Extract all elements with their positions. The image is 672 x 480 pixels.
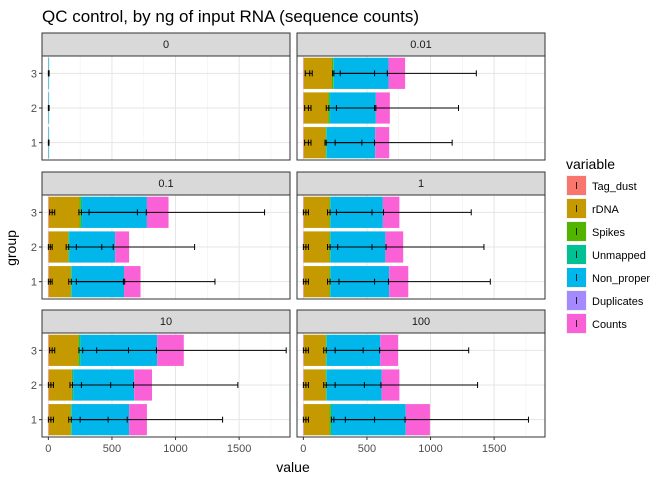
panel-100: 1000 500 1000 1500 — [296, 309, 546, 455]
legend-entry-counts: Counts — [566, 313, 627, 334]
chart-title: QC control, by ng of input RNA (sequence… — [42, 7, 419, 26]
y-tick-label: 1 — [31, 277, 37, 289]
panel-border — [296, 332, 546, 438]
error-bar — [96, 347, 287, 354]
x-tick-label: 1500 — [482, 443, 506, 455]
error-bar — [337, 244, 485, 250]
x-tick-label: 0 — [300, 443, 306, 455]
bar-segment-rdna — [48, 404, 71, 436]
bar-segment-rdna — [303, 127, 326, 159]
panel-10: 10 1 2 3 0 500 1000 1500 — [31, 309, 291, 455]
legend-label: Counts — [592, 319, 627, 331]
legend: variable Tag_dust rDNA Spikes Unmapped Non_p… — [566, 156, 650, 334]
y-tick-label: 2 — [31, 242, 37, 254]
bar-segment-tag_dust — [48, 334, 49, 366]
legend-label: Unmapped — [592, 250, 646, 262]
legend-title: variable — [566, 156, 615, 172]
legend-entry-unmapped: Unmapped — [566, 244, 646, 265]
error-bar — [338, 278, 491, 285]
error-bar — [302, 347, 309, 354]
error-bar — [49, 209, 56, 216]
error-bar — [302, 244, 309, 250]
bar-segment-rdna — [303, 369, 326, 401]
error-bar — [334, 347, 470, 354]
panel-strip-label: 0.01 — [410, 39, 431, 51]
bar-segment-tag_dust — [48, 196, 49, 228]
legend-entry-tag_dust: Tag_dust — [566, 175, 637, 196]
y-tick-label: 2 — [31, 103, 37, 115]
bar-segment-tag_dust — [303, 57, 304, 89]
x-tick-label: 500 — [358, 443, 376, 455]
legend-label: rDNA — [592, 204, 620, 216]
error-bar — [304, 70, 313, 77]
error-bar — [47, 139, 50, 146]
error-bar — [47, 416, 54, 423]
y-axis-title: group — [3, 230, 19, 266]
panel-strip-label: 100 — [412, 316, 430, 328]
legend-label: Spikes — [592, 227, 626, 239]
y-tick-label: 3 — [31, 207, 37, 219]
panel-0.01: 0.01 — [296, 32, 546, 161]
error-bar — [49, 347, 56, 354]
error-bar — [47, 105, 50, 111]
error-bar — [79, 416, 224, 423]
error-bar — [335, 105, 460, 111]
error-bar — [75, 278, 216, 285]
error-bar — [302, 382, 309, 388]
error-bar — [75, 244, 196, 250]
legend-entry-non_proper: Non_proper — [566, 267, 650, 288]
bar-segment-tag_dust — [303, 127, 304, 159]
bar-segment-rdna — [48, 231, 69, 263]
bar-segment-rdna — [303, 334, 326, 366]
error-bar — [302, 209, 309, 216]
legend-label: Duplicates — [592, 296, 644, 308]
error-bar — [47, 70, 50, 77]
panel-border — [296, 55, 546, 161]
legend-entry-rdna: rDNA — [566, 198, 620, 219]
panel-0.1: 0.1 1 2 3 — [31, 171, 291, 300]
error-bar — [302, 278, 309, 285]
y-tick-label: 3 — [31, 68, 37, 80]
panel-strip-label: 0 — [163, 39, 169, 51]
error-bar — [302, 416, 309, 423]
error-bar — [335, 209, 472, 216]
legend-label: Tag_dust — [592, 181, 637, 193]
panel-strip-label: 10 — [160, 316, 172, 328]
y-tick-label: 1 — [31, 138, 37, 150]
y-tick-label: 2 — [31, 380, 37, 392]
panel-border — [296, 194, 546, 300]
y-tick-label: 3 — [31, 345, 37, 357]
x-tick-label: 0 — [45, 443, 51, 455]
error-bar — [88, 209, 266, 216]
x-tick-label: 1000 — [163, 443, 187, 455]
panel-0: 0 1 2 3 — [31, 32, 291, 161]
panel-strip-label: 1 — [418, 178, 424, 190]
x-tick-label: 1000 — [418, 443, 442, 455]
error-bar — [339, 70, 477, 77]
panel-1: 1 — [296, 171, 546, 300]
x-tick-label: 500 — [103, 443, 121, 455]
panel-strip-label: 0.1 — [158, 178, 173, 190]
x-tick-label: 1500 — [227, 443, 251, 455]
bar-segment-rdna — [48, 266, 71, 298]
bar-segment-tag_dust — [303, 92, 304, 124]
error-bar — [47, 244, 53, 250]
legend-label: Non_proper — [592, 273, 650, 285]
error-bar — [80, 382, 239, 388]
bar-segment-spikes — [329, 404, 331, 436]
error-bar — [334, 139, 453, 146]
y-tick-label: 1 — [31, 415, 37, 427]
bar-segment-rdna — [48, 369, 72, 401]
legend-entry-duplicates: Duplicates — [566, 290, 644, 311]
error-bar — [47, 278, 53, 285]
error-bar — [334, 382, 479, 388]
error-bar — [47, 382, 54, 388]
x-axis-title: value — [276, 459, 310, 475]
error-bar — [344, 416, 529, 423]
legend-entry-spikes: Spikes — [566, 221, 626, 242]
error-bar — [304, 105, 312, 111]
error-bar — [304, 139, 312, 146]
